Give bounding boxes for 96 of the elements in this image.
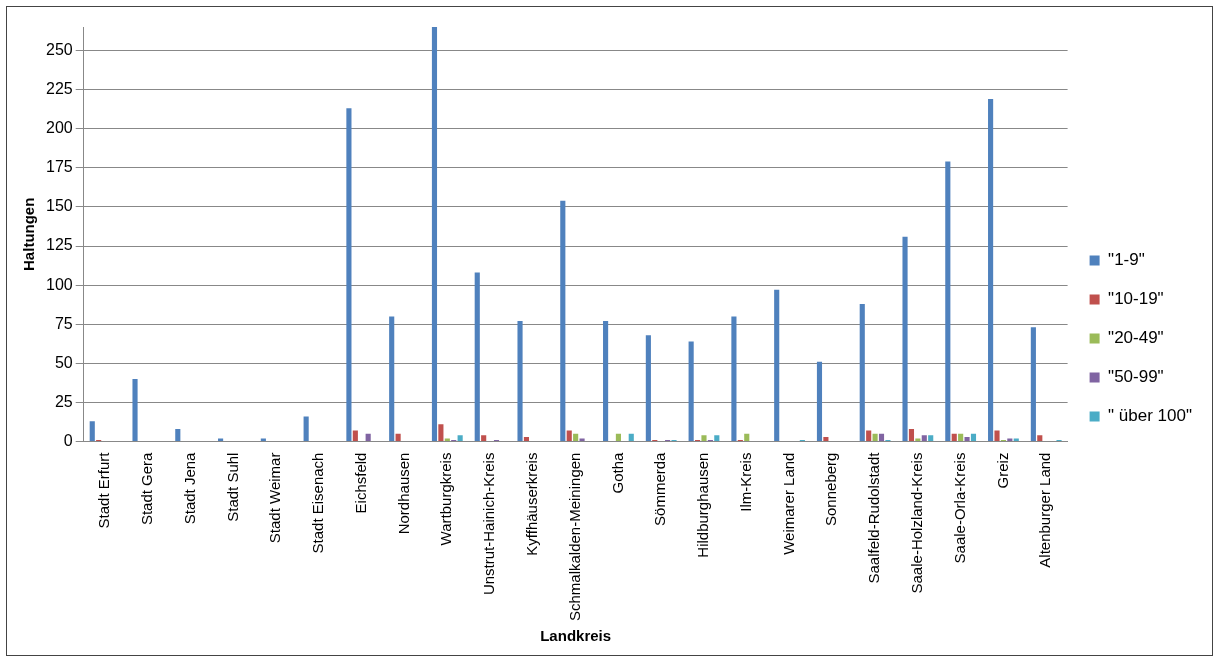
bar — [389, 316, 395, 442]
y-tick-label: 225 — [45, 79, 73, 97]
x-tick-label: Saale-Orla-Kreis — [950, 452, 968, 564]
bar — [615, 433, 621, 442]
bar — [523, 436, 530, 442]
x-tick-label: Kyffhäuserkreis — [523, 452, 541, 556]
bar — [816, 361, 823, 442]
y-tick-label: 100 — [45, 275, 73, 293]
bar — [560, 200, 566, 442]
bar — [218, 438, 224, 442]
bar — [859, 303, 865, 442]
bar — [958, 433, 964, 442]
bar — [714, 435, 720, 442]
legend-label: "20-49" — [1108, 328, 1164, 348]
x-tick-label: Stadt Gera — [138, 451, 155, 526]
bar — [866, 430, 872, 442]
y-tick-label: 200 — [45, 119, 73, 137]
legend-label: " über 100" — [1108, 406, 1192, 426]
bar — [438, 424, 444, 442]
y-tick-label: 250 — [45, 40, 73, 58]
x-tick-label: Wartburgkreis — [437, 452, 455, 546]
bar — [945, 161, 951, 442]
x-tick-label: Hildburghausen — [694, 452, 712, 558]
bar — [823, 436, 829, 442]
legend-label: "1-9" — [1108, 250, 1145, 270]
legend-label: "50-99" — [1108, 367, 1164, 387]
bar — [260, 438, 266, 442]
bar — [964, 436, 970, 442]
x-tick-label: Stadt Jena — [180, 451, 198, 525]
bar — [1013, 438, 1019, 442]
bar — [921, 435, 927, 442]
x-tick-label: Stadt Erfurt — [95, 451, 113, 529]
x-tick-label: Altenburger Land — [1036, 452, 1054, 568]
bar — [566, 430, 572, 442]
bar — [915, 438, 921, 442]
x-tick-label: Greiz — [993, 452, 1011, 489]
bar — [731, 316, 737, 442]
bar — [645, 335, 651, 442]
x-tick-label: Stadt Eisenach — [309, 452, 327, 554]
bar — [132, 379, 138, 442]
y-tick-label: 150 — [45, 197, 73, 215]
x-tick-label: Unstrut-Hainich-Kreis — [480, 452, 498, 596]
bar — [444, 438, 450, 442]
x-tick-label: Gotha — [608, 451, 626, 494]
bar — [994, 430, 1000, 442]
bar — [744, 433, 750, 442]
y-tick-label: 50 — [54, 353, 73, 371]
bar — [303, 416, 309, 442]
x-tick-label: Saale-Holzland-Kreis — [908, 452, 926, 594]
bar — [701, 435, 707, 442]
x-tick-label: Eichsfeld — [351, 452, 369, 514]
bar — [928, 435, 934, 442]
bar — [474, 272, 480, 442]
bar — [1007, 438, 1013, 442]
bar — [573, 433, 579, 442]
legend-label: "10-19" — [1108, 289, 1164, 309]
x-tick-label: Nordhausen — [394, 452, 412, 535]
x-tick-label: Schmalkalden-Meiningen — [565, 452, 583, 622]
bar — [517, 321, 523, 442]
y-tick-label: 0 — [63, 431, 73, 449]
bar — [1030, 327, 1036, 442]
bar — [988, 98, 994, 442]
x-tick-label: Ilm-Kreis — [736, 452, 754, 512]
bar — [902, 236, 908, 442]
x-tick-label: Saalfeld-Rudolstadt — [865, 451, 883, 584]
y-tick-label: 175 — [45, 158, 73, 176]
x-tick-label: Stadt Weimar — [266, 452, 284, 544]
bar — [175, 429, 181, 442]
x-tick-label: Weimarer Land — [779, 452, 797, 555]
bar — [365, 433, 371, 442]
bar — [395, 433, 401, 442]
bar — [481, 435, 487, 442]
bar — [431, 27, 438, 442]
bar — [688, 341, 694, 442]
y-axis-title: Haltungen — [20, 197, 38, 271]
x-tick-label: Sonneberg — [822, 452, 840, 526]
bar — [951, 433, 957, 442]
bar — [346, 108, 352, 442]
bar — [352, 430, 358, 442]
bar — [878, 433, 885, 442]
bar — [603, 321, 609, 442]
y-tick-label: 125 — [45, 236, 73, 254]
bar — [970, 433, 977, 442]
y-tick-label: 75 — [54, 314, 73, 332]
bar — [628, 433, 634, 442]
y-tick-label: 25 — [54, 392, 73, 410]
x-tick-label: Stadt Suhl — [223, 452, 241, 522]
bar — [457, 435, 463, 442]
bar — [1037, 435, 1043, 442]
bar — [89, 421, 95, 442]
bar — [872, 433, 878, 442]
bar — [774, 289, 780, 442]
bar — [908, 429, 915, 442]
bar — [579, 438, 585, 442]
x-tick-label: Sömmerda — [651, 451, 669, 526]
x-axis-title: Landkreis — [540, 627, 612, 645]
